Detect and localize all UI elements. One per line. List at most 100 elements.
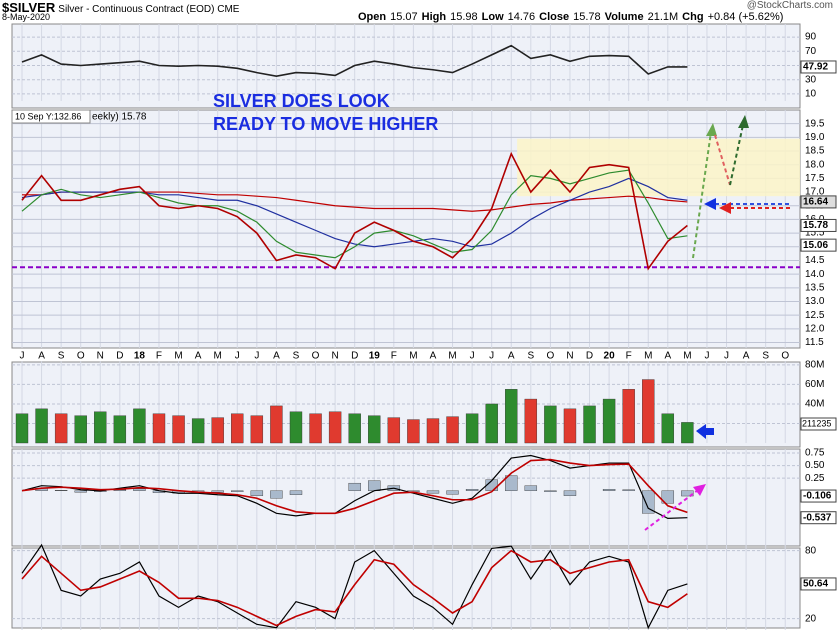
bar (328, 411, 342, 444)
series-line (21, 177, 688, 248)
y-tick-label: 40M (805, 399, 824, 410)
x-tick-label: M (214, 351, 222, 362)
bar (465, 413, 479, 444)
x-tick-label: J (489, 351, 494, 362)
x-tick-label: D (116, 351, 123, 362)
last-value-box (800, 417, 837, 431)
quote: Open 15.07 High 15.98 Low 14.76 Close 15.78 Volu… (358, 11, 787, 23)
last-value-box (800, 60, 837, 74)
last-value: -0.106 (803, 491, 832, 502)
series-line (21, 458, 688, 515)
bar (270, 490, 283, 499)
bar (544, 490, 557, 492)
bar (231, 490, 244, 492)
last-value-box (800, 489, 837, 503)
y-tick-label: 0.75 (805, 448, 825, 459)
quote-value: 15.07 (390, 11, 418, 23)
x-tick-label: F (156, 351, 162, 362)
bar (152, 413, 166, 444)
y-tick-label: 14.0 (805, 269, 825, 280)
zone (517, 138, 800, 197)
legend-fragment: eekly) 15.78 (92, 112, 147, 123)
bar (622, 489, 635, 491)
x-tick-label: J (235, 351, 240, 362)
last-value-box (800, 195, 837, 209)
bar (94, 411, 107, 444)
quote-label: Chg (682, 11, 704, 23)
bar (211, 417, 224, 444)
arrow-head (704, 198, 716, 210)
bar (309, 413, 322, 444)
bar (368, 480, 381, 491)
x-tick-label: O (312, 351, 320, 362)
annotation: READY TO MOVE HIGHER (213, 114, 438, 134)
x-tick-label: A (664, 351, 671, 362)
bar (446, 490, 459, 495)
bar (368, 415, 381, 444)
last-value-box (800, 511, 837, 525)
symbol: $SILVER (2, 0, 56, 15)
x-tick-label: 19 (369, 351, 381, 362)
last-value: -0.537 (803, 512, 832, 523)
header-title: $SILVER Silver - Continuous Contract (EO… (2, 0, 243, 15)
y-tick-label: 90 (805, 32, 817, 43)
x-tick-label: M (409, 351, 417, 362)
bar (348, 482, 361, 491)
bar (446, 416, 459, 444)
quote-value: +0.84 (+5.62%) (707, 11, 784, 23)
x-tick-label: 18 (134, 351, 146, 362)
bar (74, 415, 87, 444)
x-tick-label: N (332, 351, 339, 362)
y-tick-label: 15.5 (805, 228, 825, 239)
description: Silver - Continuous Contract (EOD) CME (58, 4, 240, 15)
bar (387, 417, 401, 444)
annotations (644, 115, 792, 531)
bar (465, 489, 479, 491)
bar (563, 408, 577, 444)
bar (642, 490, 655, 514)
quote-label: Low (481, 11, 504, 23)
quote-value: 14.76 (507, 11, 536, 23)
quote-value: 21.1M (647, 11, 679, 23)
x-tick-label: J (724, 351, 729, 362)
bar (524, 485, 538, 491)
bar (485, 403, 498, 444)
last-value-box (800, 577, 837, 591)
x-tick-label: J (470, 351, 475, 362)
x-tick-label: N (566, 351, 573, 362)
bar (524, 398, 538, 444)
y-tick-label: 20 (805, 613, 817, 624)
bar (113, 415, 127, 444)
tooltip-box (11, 109, 91, 124)
bar (583, 405, 596, 444)
bar (602, 398, 616, 444)
y-tick-label: 0.25 (805, 473, 825, 484)
x-tick-label: 20 (604, 351, 616, 362)
bar (133, 408, 146, 444)
series-line (21, 543, 688, 630)
bar (426, 418, 440, 444)
arrow (729, 124, 744, 186)
arrow-head (719, 202, 731, 214)
tooltip: 10 Sep Y:132.86 (15, 111, 81, 121)
quote-label: Volume (604, 11, 644, 23)
y-tick-label: 60M (805, 379, 824, 390)
x-tick-label: N (97, 351, 104, 362)
x-tick-label: F (391, 351, 397, 362)
series-line (21, 549, 688, 627)
x-tick-label: J (20, 351, 25, 362)
series-line (21, 44, 688, 77)
bar (191, 418, 205, 444)
y-tick-label: 30 (805, 74, 817, 85)
marks: 907050301047.9219.519.018.518.017.517.01… (12, 24, 837, 630)
last-value: 16.64 (803, 197, 828, 208)
bar (231, 413, 244, 444)
bar (15, 413, 29, 444)
bar (407, 419, 420, 444)
bar (622, 389, 635, 444)
bar (35, 408, 48, 444)
bar (74, 490, 87, 493)
bar (661, 413, 675, 444)
volume-arrow (696, 424, 714, 439)
watermark: @StockCharts.com (746, 0, 833, 11)
